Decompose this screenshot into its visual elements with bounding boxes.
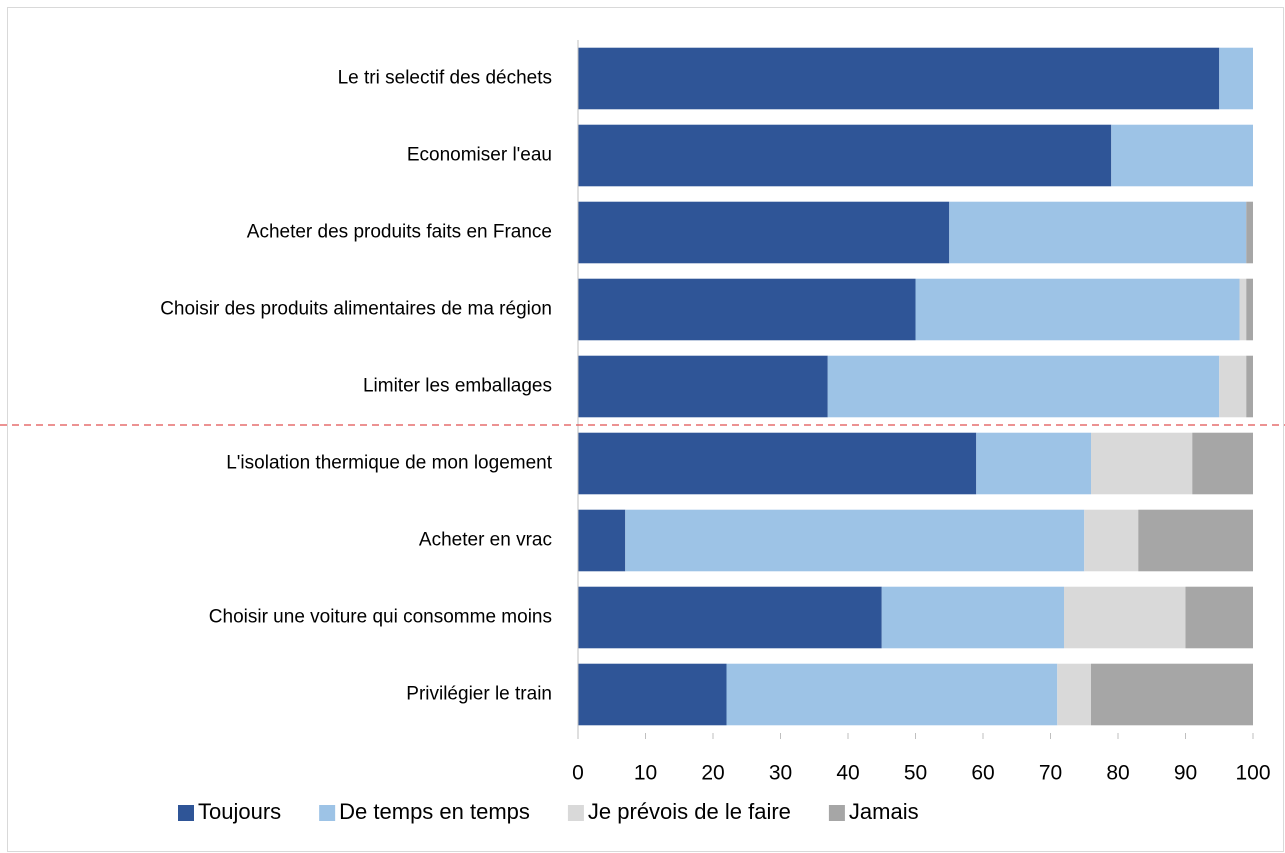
y-tick-label: Le tri selectif des déchets (338, 68, 552, 89)
bar-segment (578, 47, 1220, 110)
bar-segment (1246, 355, 1253, 418)
x-tick-label: 50 (904, 762, 927, 785)
y-tick-label: Acheter des produits faits en France (247, 222, 552, 243)
bar-segment (827, 355, 1220, 418)
bar-segment (578, 124, 1112, 187)
chart-border (7, 7, 1284, 852)
y-tick-label: Choisir des produits alimentaires de ma … (160, 299, 552, 320)
legend-label: Je prévois de le faire (588, 799, 791, 824)
bar-segment (1219, 47, 1253, 110)
legend-swatch (319, 805, 336, 821)
bar-segment (1084, 509, 1139, 572)
y-tick-label: Limiter les emballages (363, 376, 552, 397)
bar-segment (1219, 355, 1247, 418)
legend-swatch (178, 805, 194, 821)
bar-segment (1192, 432, 1253, 495)
bar-segment (578, 355, 828, 418)
bar-segment (976, 432, 1091, 495)
bar-segment (625, 509, 1085, 572)
y-tick-label: Privilégier le train (406, 684, 552, 705)
bar-segment (949, 201, 1247, 264)
legend-label: Jamais (849, 799, 919, 824)
bar-segment (578, 432, 977, 495)
bar-segment (1111, 124, 1253, 187)
x-tick-label: 100 (1235, 762, 1270, 785)
y-tick-label: Acheter en vrac (419, 530, 552, 551)
bar-segment (1185, 586, 1253, 649)
x-tick-label: 40 (836, 762, 859, 785)
bar-segment (1091, 663, 1253, 726)
y-tick-label: L'isolation thermique de mon logement (226, 453, 552, 474)
x-tick-label: 60 (971, 762, 994, 785)
bar-segment (578, 586, 882, 649)
legend-swatch (567, 805, 584, 821)
x-tick-label: 80 (1106, 762, 1129, 785)
bar-segment (1091, 432, 1193, 495)
x-tick-label: 0 (572, 762, 584, 785)
y-tick-label: Economiser l'eau (407, 145, 552, 166)
x-tick-label: 10 (634, 762, 657, 785)
bar-segment (1138, 509, 1253, 572)
y-tick-label: Choisir une voiture qui consomme moins (209, 607, 552, 628)
bar-segment (1246, 278, 1253, 341)
bar-segment (1246, 201, 1253, 264)
bar-segment (881, 586, 1064, 649)
bar-segment (1057, 663, 1091, 726)
bar-segment (1239, 278, 1247, 341)
bar-segment (578, 201, 950, 264)
x-tick-label: 20 (701, 762, 724, 785)
bar-segment (1064, 586, 1186, 649)
legend-label: De temps en temps (339, 799, 530, 824)
x-tick-label: 30 (769, 762, 792, 785)
x-tick-label: 90 (1174, 762, 1197, 785)
bar-segment (578, 663, 727, 726)
x-tick-label: 70 (1039, 762, 1062, 785)
bar-segment (578, 509, 626, 572)
bar-segment (915, 278, 1240, 341)
legend-label: Toujours (198, 799, 281, 824)
bar-segment (578, 278, 916, 341)
bar-segment (726, 663, 1058, 726)
legend-swatch (828, 805, 845, 821)
